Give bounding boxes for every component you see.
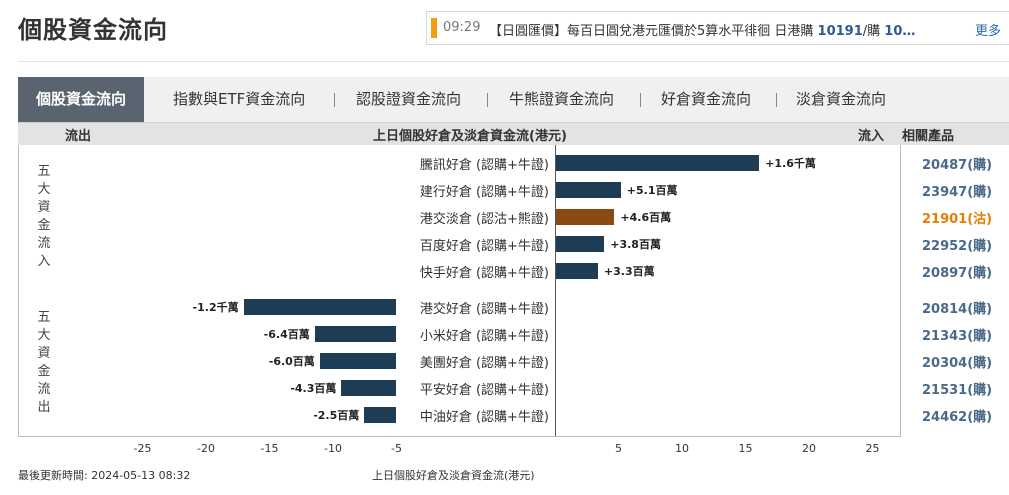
table-row: 小米好倉 (認購+牛證) -6.4百萬 21343(購) <box>0 321 1009 348</box>
header-divider <box>18 61 1009 62</box>
tab-separator <box>776 93 777 107</box>
bar-category-label[interactable]: 港交淡倉 (認沽+熊證) <box>419 212 549 227</box>
related-product-link[interactable]: 21343(購) <box>922 329 993 344</box>
tab-index-etf-fund-flow[interactable]: 指數與ETF資金流向 <box>173 90 306 108</box>
table-row: 建行好倉 (認購+牛證) +5.1百萬 23947(購) <box>0 177 1009 204</box>
group-label-inflow: 五大資金流入 <box>37 164 51 269</box>
bar[interactable] <box>556 155 760 171</box>
tab-long-fund-flow[interactable]: 好倉資金流向 <box>661 90 752 108</box>
related-product-link[interactable]: 20304(購) <box>922 356 993 371</box>
bar[interactable] <box>556 182 621 198</box>
chart-frame-bottom <box>18 436 900 437</box>
bar[interactable] <box>341 380 396 396</box>
bar[interactable] <box>556 236 605 252</box>
ticker-value-1: 10191 <box>817 24 863 39</box>
chart-frame-right <box>900 145 901 437</box>
table-row: 中油好倉 (認購+牛證) -2.5百萬 24462(購) <box>0 402 1009 429</box>
ticker-headline[interactable]: 【日圓匯價】每百日圓兌港元匯價於5算水平徘徊 日港購 10191/購 10… <box>489 20 947 39</box>
table-row: 百度好倉 (認購+牛證) +3.8百萬 22952(購) <box>0 231 1009 258</box>
chart-title: 上日個股好倉及淡倉資金流(港元) <box>373 129 567 144</box>
bar[interactable] <box>556 209 615 225</box>
chart-frame-left <box>18 145 19 437</box>
tab-separator <box>334 93 335 107</box>
tab-separator <box>640 93 641 107</box>
ticker-more-link[interactable]: 更多 <box>974 24 1001 39</box>
tab-bar: 個股資金流向 指數與ETF資金流向 認股證資金流向 牛熊證資金流向 好倉資金流向… <box>18 77 1009 123</box>
bar[interactable] <box>314 326 396 342</box>
bar-category-label[interactable]: 美團好倉 (認購+牛證) <box>419 356 549 371</box>
bar-value-label: -6.4百萬 <box>263 328 310 341</box>
group-label-outflow: 五大資金流出 <box>37 310 51 415</box>
bar-category-label[interactable]: 建行好倉 (認購+牛證) <box>419 185 549 200</box>
related-product-link[interactable]: 24462(購) <box>922 410 993 425</box>
related-product-link[interactable]: 20897(購) <box>922 266 993 281</box>
bar-category-label[interactable]: 港交好倉 (認購+牛證) <box>419 302 549 317</box>
tab-short-fund-flow[interactable]: 淡倉資金流向 <box>796 90 887 108</box>
table-row: 平安好倉 (認購+牛證) -4.3百萬 21531(購) <box>0 375 1009 402</box>
ticker-text-mid: /購 <box>862 24 885 39</box>
x-tick-label: -20 <box>197 442 215 455</box>
bar-value-label: -1.2千萬 <box>192 301 239 314</box>
bar-category-label[interactable]: 平安好倉 (認購+牛證) <box>419 383 549 398</box>
x-tick-label: 15 <box>738 442 753 455</box>
table-row: 港交好倉 (認購+牛證) -1.2千萬 20814(購) <box>0 294 1009 321</box>
x-tick-label: 20 <box>802 442 816 455</box>
related-product-link[interactable]: 22952(購) <box>922 239 993 254</box>
related-product-link[interactable]: 20487(購) <box>922 158 993 173</box>
table-row: 港交淡倉 (認沽+熊證) +4.6百萬 21901(沽) <box>0 204 1009 231</box>
chart-header: 流出 上日個股好倉及淡倉資金流(港元) 流入 相關產品 <box>18 123 1009 145</box>
bar-value-label: +3.3百萬 <box>603 265 655 278</box>
outflow-header: 流出 <box>65 129 92 144</box>
bar-category-label[interactable]: 騰訊好倉 (認購+牛證) <box>419 158 549 173</box>
x-tick-label: 25 <box>865 442 880 455</box>
chart-zero-axis <box>555 145 556 437</box>
related-product-link[interactable]: 21901(沽) <box>922 212 993 227</box>
related-product-link[interactable]: 21531(購) <box>922 383 993 398</box>
x-tick-label: 10 <box>675 442 689 455</box>
bar-value-label: +5.1百萬 <box>626 184 678 197</box>
chart-caption: 上日個股好倉及淡倉資金流(港元) <box>372 469 535 482</box>
x-tick-label: -5 <box>391 442 402 455</box>
page-title: 個股資金流向 <box>18 16 168 44</box>
bar-category-label[interactable]: 快手好倉 (認購+牛證) <box>419 266 549 281</box>
bar-value-label: +1.6千萬 <box>765 157 816 170</box>
bar-value-label: +4.6百萬 <box>620 211 672 224</box>
bar[interactable] <box>556 263 598 279</box>
bar-value-label: -6.0百萬 <box>268 355 315 368</box>
bar-category-label[interactable]: 小米好倉 (認購+牛證) <box>419 329 549 344</box>
bar-category-label[interactable]: 中油好倉 (認購+牛證) <box>419 410 549 425</box>
x-tick-label: 5 <box>615 442 622 455</box>
x-tick-label: -25 <box>133 442 152 455</box>
bar-value-label: -2.5百萬 <box>313 409 360 422</box>
table-row: 美團好倉 (認購+牛證) -6.0百萬 20304(購) <box>0 348 1009 375</box>
x-tick-label: -15 <box>260 442 279 455</box>
last-updated: 最後更新時間: 2024-05-13 08:32 <box>18 469 191 482</box>
table-row: 騰訊好倉 (認購+牛證) +1.6千萬 20487(購) <box>0 150 1009 177</box>
ticker-text-prefix: 【日圓匯價】每百日圓兌港元匯價於5算水平徘徊 日港購 <box>489 24 818 39</box>
tab-cbbc-fund-flow[interactable]: 牛熊證資金流向 <box>509 90 615 108</box>
inflow-header: 流入 <box>858 129 885 144</box>
related-product-link[interactable]: 23947(購) <box>922 185 993 200</box>
products-header: 相關產品 <box>902 129 955 144</box>
tab-stock-fund-flow[interactable]: 個股資金流向 <box>18 77 145 122</box>
tab-separator <box>487 93 488 107</box>
ticker-accent-bar <box>431 18 437 38</box>
news-ticker[interactable]: 09:29 【日圓匯價】每百日圓兌港元匯價於5算水平徘徊 日港購 10191/購… <box>426 11 1009 45</box>
x-tick-label: -10 <box>324 442 342 455</box>
bar[interactable] <box>243 299 396 315</box>
tab-warrant-fund-flow[interactable]: 認股證資金流向 <box>356 90 462 108</box>
bar-value-label: -4.3百萬 <box>290 382 337 395</box>
bar-value-label: +3.8百萬 <box>610 238 661 251</box>
bar[interactable] <box>364 407 396 423</box>
bar[interactable] <box>319 353 396 369</box>
bar-category-label[interactable]: 百度好倉 (認購+牛證) <box>419 239 549 254</box>
table-row: 快手好倉 (認購+牛證) +3.3百萬 20897(購) <box>0 258 1009 285</box>
ticker-time: 09:29 <box>443 20 481 35</box>
ticker-value-2: 10… <box>884 24 916 39</box>
related-product-link[interactable]: 20814(購) <box>922 302 993 317</box>
